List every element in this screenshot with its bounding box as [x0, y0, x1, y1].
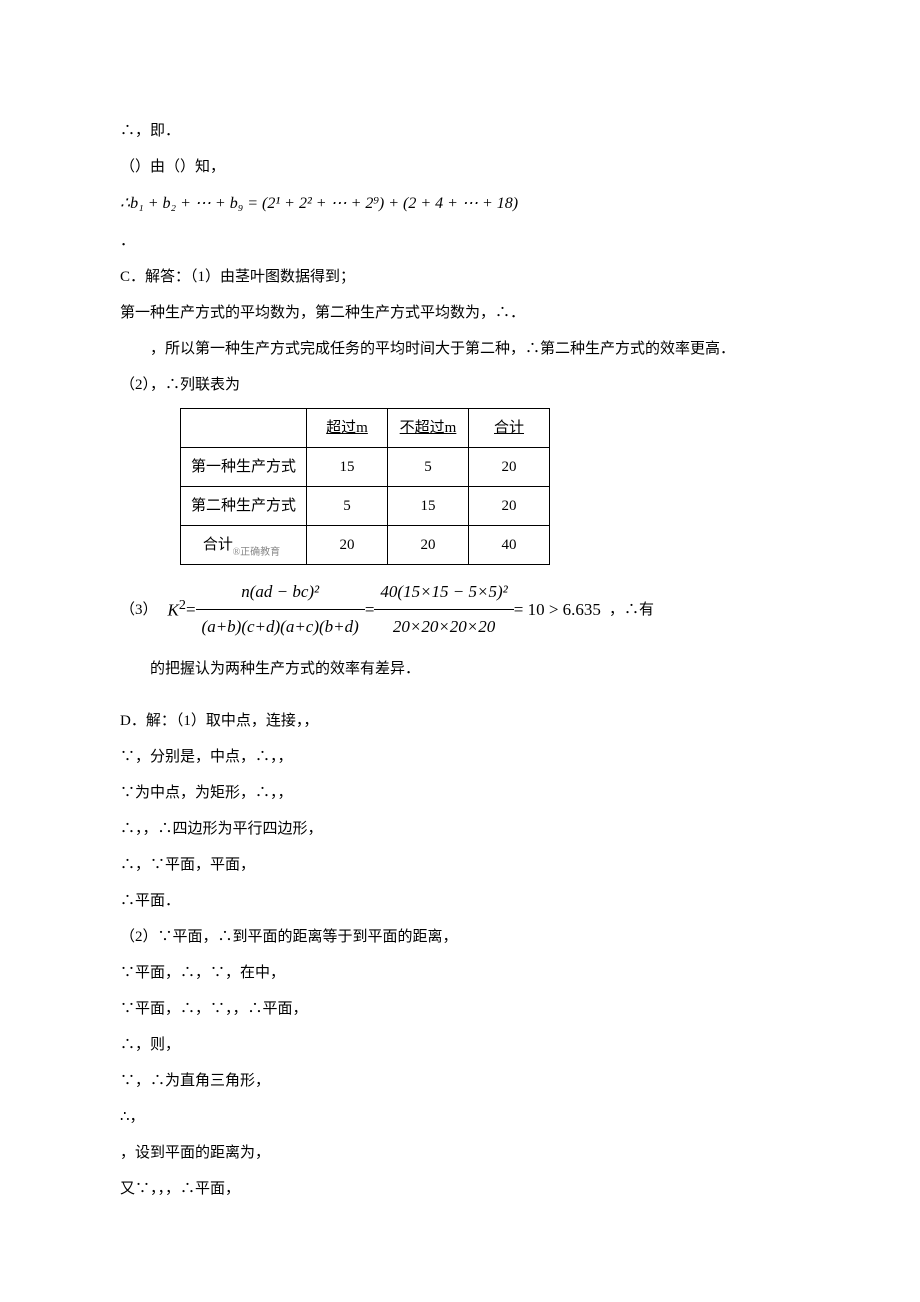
table-row: 第二种生产方式 5 15 20 [181, 487, 550, 526]
section-d-7: ∵平面，∴，∵，在中， [120, 958, 800, 988]
section-d-11: ∴， [120, 1102, 800, 1132]
section-c-p3: （2），∴列联表为 [120, 370, 800, 400]
k2-frac1: n(ad − bc)² (a+b)(c+d)(a+c)(b+d) [196, 575, 365, 644]
contingency-table: 超过m 不超过m 合计 第一种生产方式 15 5 20 第二种生产方式 5 15… [180, 408, 550, 565]
table-header-not-exceed: 不超过m [388, 409, 469, 448]
line-period: ． [120, 226, 800, 256]
section-d-2: ∵为中点，为矩形，∴，， [120, 778, 800, 808]
line-by-known: （）由（）知， [120, 152, 800, 182]
section-d-10: ∵，∴为直角三角形， [120, 1066, 800, 1096]
section-c-p5: 的把握认为两种生产方式的效率有差异． [120, 654, 800, 684]
document-page: ∴，即． （）由（）知， ∴b₁ + b₂ + ⋯ + b₉ = (2¹ + 2… [0, 0, 920, 1270]
table-header-row: 超过m 不超过m 合计 [181, 409, 550, 448]
table-row: 第一种生产方式 15 5 20 [181, 448, 550, 487]
section-d-lead: D．解：（1）取中点，连接，， [120, 706, 800, 736]
section-d-9: ∴，则， [120, 1030, 800, 1060]
eq-sign-1: = [186, 593, 196, 627]
k2-rhs: = 10 > 6.635 [514, 593, 601, 627]
table-row: 合计 ®正确教育 20 20 40 [181, 526, 550, 565]
section-d-1: ∵，分别是，中点，∴，， [120, 742, 800, 772]
table-cell-total-label: 合计 ®正确教育 [181, 526, 307, 565]
table-header-total: 合计 [469, 409, 550, 448]
k2-lhs: K2 [168, 591, 186, 628]
eq-sign-2: = [365, 593, 375, 627]
table-cell: 5 [388, 448, 469, 487]
table-cell: 第二种生产方式 [181, 487, 307, 526]
table-cell: 20 [307, 526, 388, 565]
section-d-3: ∴，，∴四边形为平行四边形， [120, 814, 800, 844]
table-cell: 40 [469, 526, 550, 565]
k2-frac2: 40(15×15 − 5×5)² 20×20×20×20 [374, 575, 513, 644]
section-d-13: 又∵，，，∴平面， [120, 1174, 800, 1204]
formula-b-sum: ∴b₁ + b₂ + ⋯ + b₉ = (2¹ + 2² + ⋯ + 2⁹) +… [120, 188, 800, 220]
section-d-5: ∴平面． [120, 886, 800, 916]
section-d-6: （2）∵平面，∴到平面的距离等于到平面的距离， [120, 922, 800, 952]
k2-frac2-den: 20×20×20×20 [374, 610, 513, 644]
section-c-p2: ，所以第一种生产方式完成任务的平均时间大于第二种，∴第二种生产方式的效率更高． [120, 334, 800, 364]
table-header-blank [181, 409, 307, 448]
table-cell: 15 [307, 448, 388, 487]
watermark-text: ®正确教育 [233, 547, 281, 558]
k2-tail: ，∴有 [609, 595, 654, 625]
line-therefore-1: ∴，即． [120, 116, 800, 146]
section-d-12: ，设到平面的距离为， [120, 1138, 800, 1168]
spacer [120, 690, 800, 700]
section-c-lead: C．解答：（1）由茎叶图数据得到； [120, 262, 800, 292]
table-cell: 15 [388, 487, 469, 526]
k2-frac1-num: n(ad − bc)² [196, 575, 365, 610]
table-header-exceed: 超过m [307, 409, 388, 448]
eq-label-3: （3） [120, 595, 158, 625]
section-d-4: ∴，∵平面，平面， [120, 850, 800, 880]
table-cell: 20 [469, 487, 550, 526]
section-d-8: ∵平面，∴，∵，，∴平面， [120, 994, 800, 1024]
table-cell: 20 [469, 448, 550, 487]
k2-frac1-den: (a+b)(c+d)(a+c)(b+d) [196, 610, 365, 644]
k2-frac2-num: 40(15×15 − 5×5)² [374, 575, 513, 610]
section-c-p1: 第一种生产方式的平均数为，第二种生产方式平均数为，∴． [120, 298, 800, 328]
table-cell: 第一种生产方式 [181, 448, 307, 487]
total-label-text: 合计 [203, 537, 233, 553]
table-cell: 20 [388, 526, 469, 565]
k-squared-formula: （3） K2 = n(ad − bc)² (a+b)(c+d)(a+c)(b+d… [120, 575, 800, 644]
table-cell: 5 [307, 487, 388, 526]
